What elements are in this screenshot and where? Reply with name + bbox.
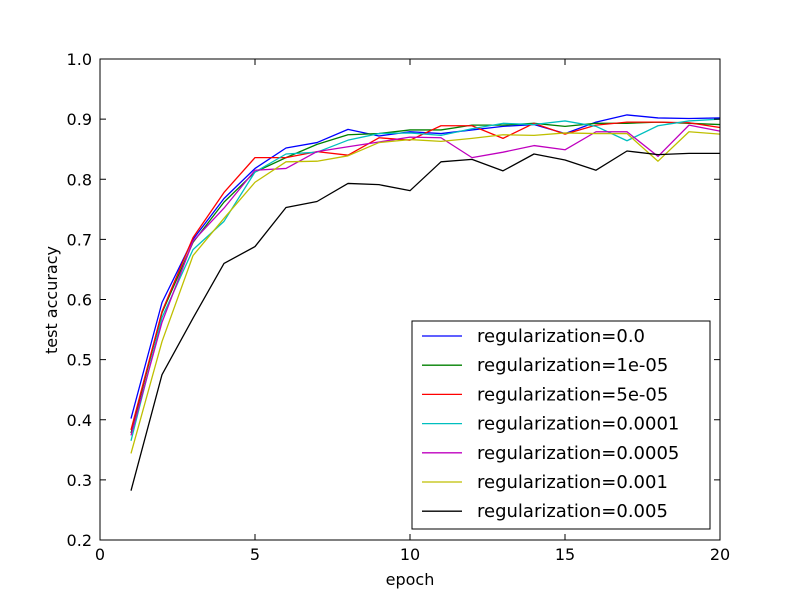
legend-label: regularization=1e-05 xyxy=(477,355,668,376)
y-tick-label: 0.3 xyxy=(67,471,92,490)
y-tick-label: 0.2 xyxy=(67,531,92,550)
legend-entries: regularization=0.0 regularization=1e-05 re… xyxy=(422,326,679,522)
x-tick-label: 0 xyxy=(95,545,105,564)
axis-ticks: 0 5 10 15 20 0.2 0.3 0.4 0.5 0.6 0.7 0.8 0.9 1.0 xyxy=(67,50,731,564)
series-lines xyxy=(130,114,721,491)
legend-box xyxy=(411,320,711,530)
legend-label: regularization=0.0001 xyxy=(477,414,679,435)
y-tick-label: 0.6 xyxy=(67,291,92,310)
y-tick-label: 0.9 xyxy=(67,110,92,129)
legend: regularization=0.0 regularization=1e-05 re… xyxy=(411,320,711,530)
y-tick-label: 0.8 xyxy=(67,170,92,189)
x-tick-label: 20 xyxy=(710,545,730,564)
legend-label: regularization=5e-05 xyxy=(477,384,668,405)
legend-label: regularization=0.005 xyxy=(477,501,668,522)
y-axis-label: test accuracy xyxy=(42,246,61,354)
y-tick-label: 0.5 xyxy=(67,351,92,370)
y-tick-label: 0.4 xyxy=(67,411,92,430)
legend-label: regularization=0.0 xyxy=(477,326,645,347)
legend-label: regularization=0.0005 xyxy=(477,443,679,464)
x-tick-label: 15 xyxy=(555,545,575,564)
x-tick-label: 5 xyxy=(250,545,260,564)
legend-label: regularization=0.001 xyxy=(477,472,668,493)
series-line-6 xyxy=(130,150,720,491)
x-axis-label: epoch xyxy=(386,570,435,589)
y-tick-label: 1.0 xyxy=(67,50,92,69)
series-line-4 xyxy=(130,124,721,436)
y-tick-label: 0.7 xyxy=(67,230,92,249)
series-line-2 xyxy=(130,121,721,431)
series-line-5 xyxy=(130,131,721,454)
x-tick-label: 10 xyxy=(400,545,420,564)
series-line-1 xyxy=(130,121,721,434)
